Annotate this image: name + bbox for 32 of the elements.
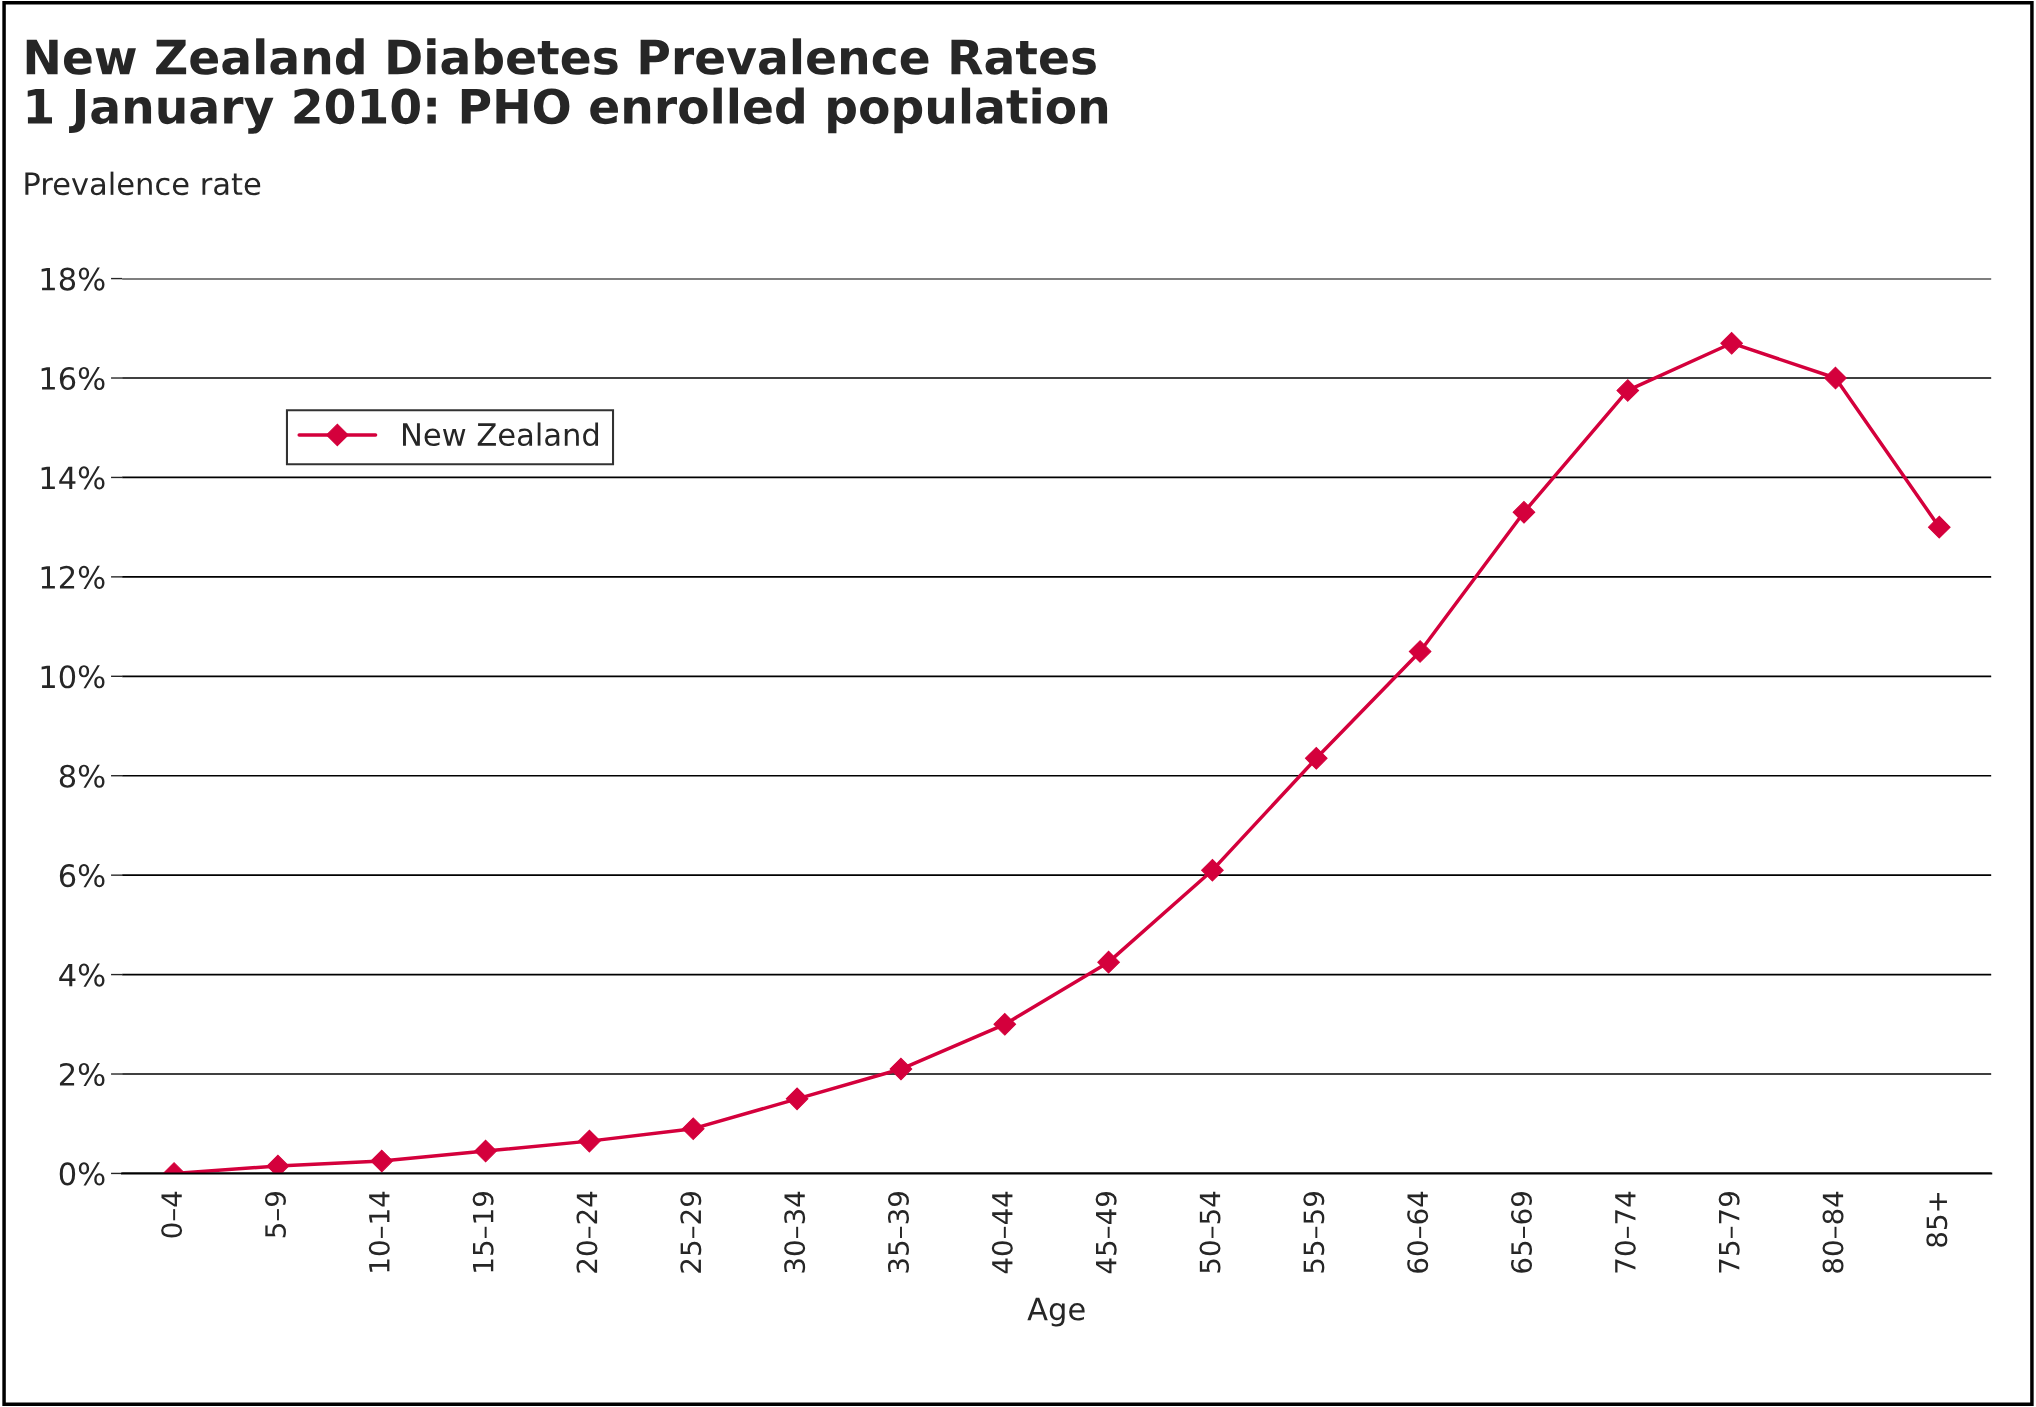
y-tick-label: 8% xyxy=(59,764,105,788)
x-tick-label: 55–59 xyxy=(1303,1192,1325,1273)
x-tick-label: 0–4 xyxy=(161,1191,183,1238)
x-tick-label: 50–54 xyxy=(1199,1191,1221,1273)
x-tick-label: 40–44 xyxy=(991,1191,1013,1274)
x-tick-label: 35–39 xyxy=(887,1192,909,1273)
x-tick-label: 10–14 xyxy=(368,1191,390,1272)
y-tick-label: 14% xyxy=(41,466,105,490)
chart-title: New Zealand Diabetes Prevalence Rates 1 January 2010: PHO enrolled population xyxy=(26,38,1108,134)
y-axis-title: Prevalence rate xyxy=(25,171,261,196)
y-tick-label: 16% xyxy=(41,366,105,391)
y-tick-label: 10% xyxy=(41,665,105,689)
x-tick-label: 70–74 xyxy=(1614,1191,1636,1273)
legend-label: New Zealand xyxy=(403,422,599,447)
x-tick-label: 5–9 xyxy=(264,1192,286,1238)
x-tick-label: 30–34 xyxy=(784,1191,806,1273)
x-axis-title: Age xyxy=(1027,1297,1085,1327)
x-tick-label: 20–24 xyxy=(576,1191,598,1273)
y-tick-label: 0% xyxy=(59,1162,105,1186)
y-tick-label: 2% xyxy=(59,1062,105,1087)
y-tick-label: 6% xyxy=(59,864,105,888)
x-tick-label: 65–69 xyxy=(1510,1192,1533,1273)
x-tick-label: 60–64 xyxy=(1407,1191,1429,1273)
y-tick-label: 18% xyxy=(41,267,105,291)
x-tick-label: 80–84 xyxy=(1822,1191,1844,1273)
x-tick-label: 25–29 xyxy=(680,1192,702,1273)
x-tick-label: 85+ xyxy=(1926,1193,1948,1247)
x-tick-label: 75–79 xyxy=(1718,1192,1740,1273)
x-tick-label: 45–49 xyxy=(1095,1192,1117,1274)
y-tick-label: 12% xyxy=(41,565,105,589)
y-tick-label: 4% xyxy=(59,963,105,987)
x-tick-label: 15–19 xyxy=(472,1192,494,1272)
